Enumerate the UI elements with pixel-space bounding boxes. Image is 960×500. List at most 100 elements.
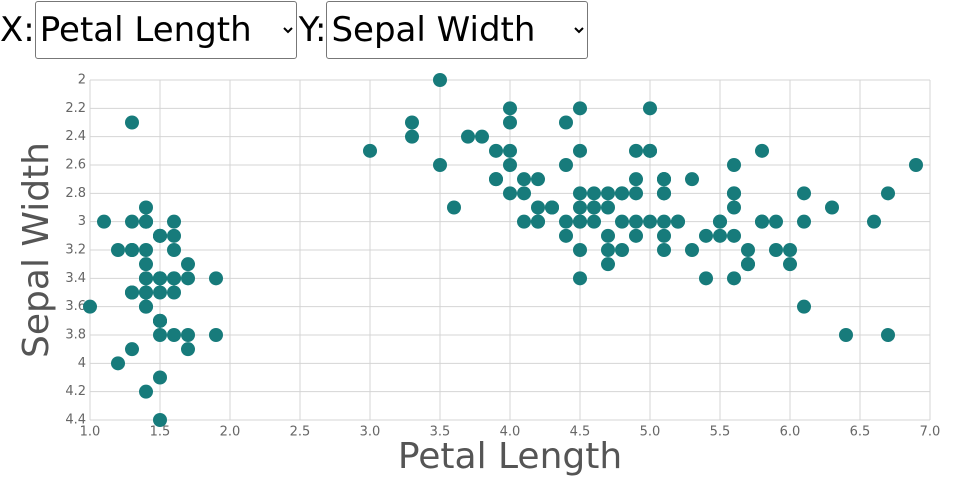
y-tick-label: 2.6: [65, 158, 86, 173]
point: [713, 214, 727, 229]
point: [503, 101, 517, 116]
point: [727, 271, 741, 286]
point: [909, 158, 923, 172]
point: [181, 257, 195, 272]
point: [125, 214, 139, 229]
y-dropdown[interactable]: Sepal Width: [326, 1, 589, 59]
point: [783, 257, 797, 272]
point: [97, 214, 111, 229]
point: [433, 73, 447, 87]
point: [741, 243, 755, 257]
point: [531, 214, 545, 229]
point: [153, 313, 167, 328]
point: [139, 285, 153, 300]
point: [475, 129, 489, 144]
y-tick-label: 2.8: [65, 186, 86, 201]
point: [573, 243, 587, 257]
point: [111, 356, 125, 371]
point: [657, 243, 671, 257]
point: [489, 172, 503, 187]
point: [503, 158, 517, 172]
point: [447, 200, 461, 215]
point: [125, 285, 139, 300]
point: [489, 143, 503, 158]
axis-selectors: X: Petal Length Y: Sepal Width: [0, 0, 590, 60]
point: [153, 285, 167, 300]
point: [629, 228, 643, 243]
y-tick-label: 2.4: [65, 129, 86, 144]
point: [153, 413, 167, 427]
point: [629, 214, 643, 229]
point: [685, 172, 699, 187]
point: [699, 228, 713, 243]
point: [139, 243, 153, 257]
point: [573, 200, 587, 215]
point: [699, 271, 713, 286]
point: [755, 214, 769, 229]
point: [125, 243, 139, 257]
chart: Petal Length Sepal Width 2 2.2 2.4 2.6 2.8 3 3…: [16, 73, 941, 478]
x-tick-label: 1.5: [150, 425, 171, 440]
point: [531, 172, 545, 187]
point: [727, 200, 741, 215]
point: [559, 158, 573, 172]
point: [573, 143, 587, 158]
point: [881, 328, 895, 342]
y-tick-label: 4.4: [65, 413, 86, 428]
point: [685, 243, 699, 257]
point: [153, 328, 167, 342]
point: [629, 143, 643, 158]
point: [167, 228, 181, 243]
point: [587, 200, 601, 215]
y-selector-label: Y:: [298, 10, 327, 50]
point: [153, 228, 167, 243]
point: [587, 186, 601, 201]
x-tick-label: 6.0: [780, 425, 801, 440]
x-tick-label: 3.0: [360, 425, 381, 440]
point: [559, 115, 573, 130]
point: [629, 172, 643, 187]
x-tick-label: 4.5: [570, 425, 591, 440]
x-tick-label: 7.0: [920, 425, 941, 440]
point: [657, 186, 671, 201]
point: [503, 143, 517, 158]
point: [517, 214, 531, 229]
point: [769, 214, 783, 229]
point: [573, 101, 587, 116]
y-tick-label: 4.2: [65, 384, 86, 399]
x-tick-label: 2.5: [290, 425, 311, 440]
point: [405, 129, 419, 144]
point: [153, 271, 167, 286]
y-axis-title: Sepal Width: [16, 142, 57, 358]
point: [167, 243, 181, 257]
point: [741, 257, 755, 272]
point: [181, 342, 195, 357]
point: [615, 243, 629, 257]
point: [615, 214, 629, 229]
x-dropdown[interactable]: Petal Length: [34, 1, 297, 59]
point: [209, 328, 223, 342]
point: [139, 299, 153, 314]
point: [573, 271, 587, 286]
point: [125, 115, 139, 130]
point: [839, 328, 853, 342]
point: [587, 214, 601, 229]
point: [167, 214, 181, 229]
point: [713, 228, 727, 243]
x-tick-label: 5.5: [710, 425, 731, 440]
point: [573, 186, 587, 201]
y-tick-label: 4: [78, 356, 86, 371]
point: [559, 214, 573, 229]
point: [601, 243, 615, 257]
point: [139, 384, 153, 399]
y-tick-label: 3: [78, 214, 86, 229]
point: [209, 271, 223, 286]
point: [167, 285, 181, 300]
point: [755, 143, 769, 158]
y-tick-label: 3.2: [65, 243, 86, 258]
point: [615, 186, 629, 201]
y-tick-label: 3.4: [65, 271, 86, 286]
point: [601, 200, 615, 215]
y-tick-label: 3.6: [65, 299, 86, 314]
point: [727, 228, 741, 243]
